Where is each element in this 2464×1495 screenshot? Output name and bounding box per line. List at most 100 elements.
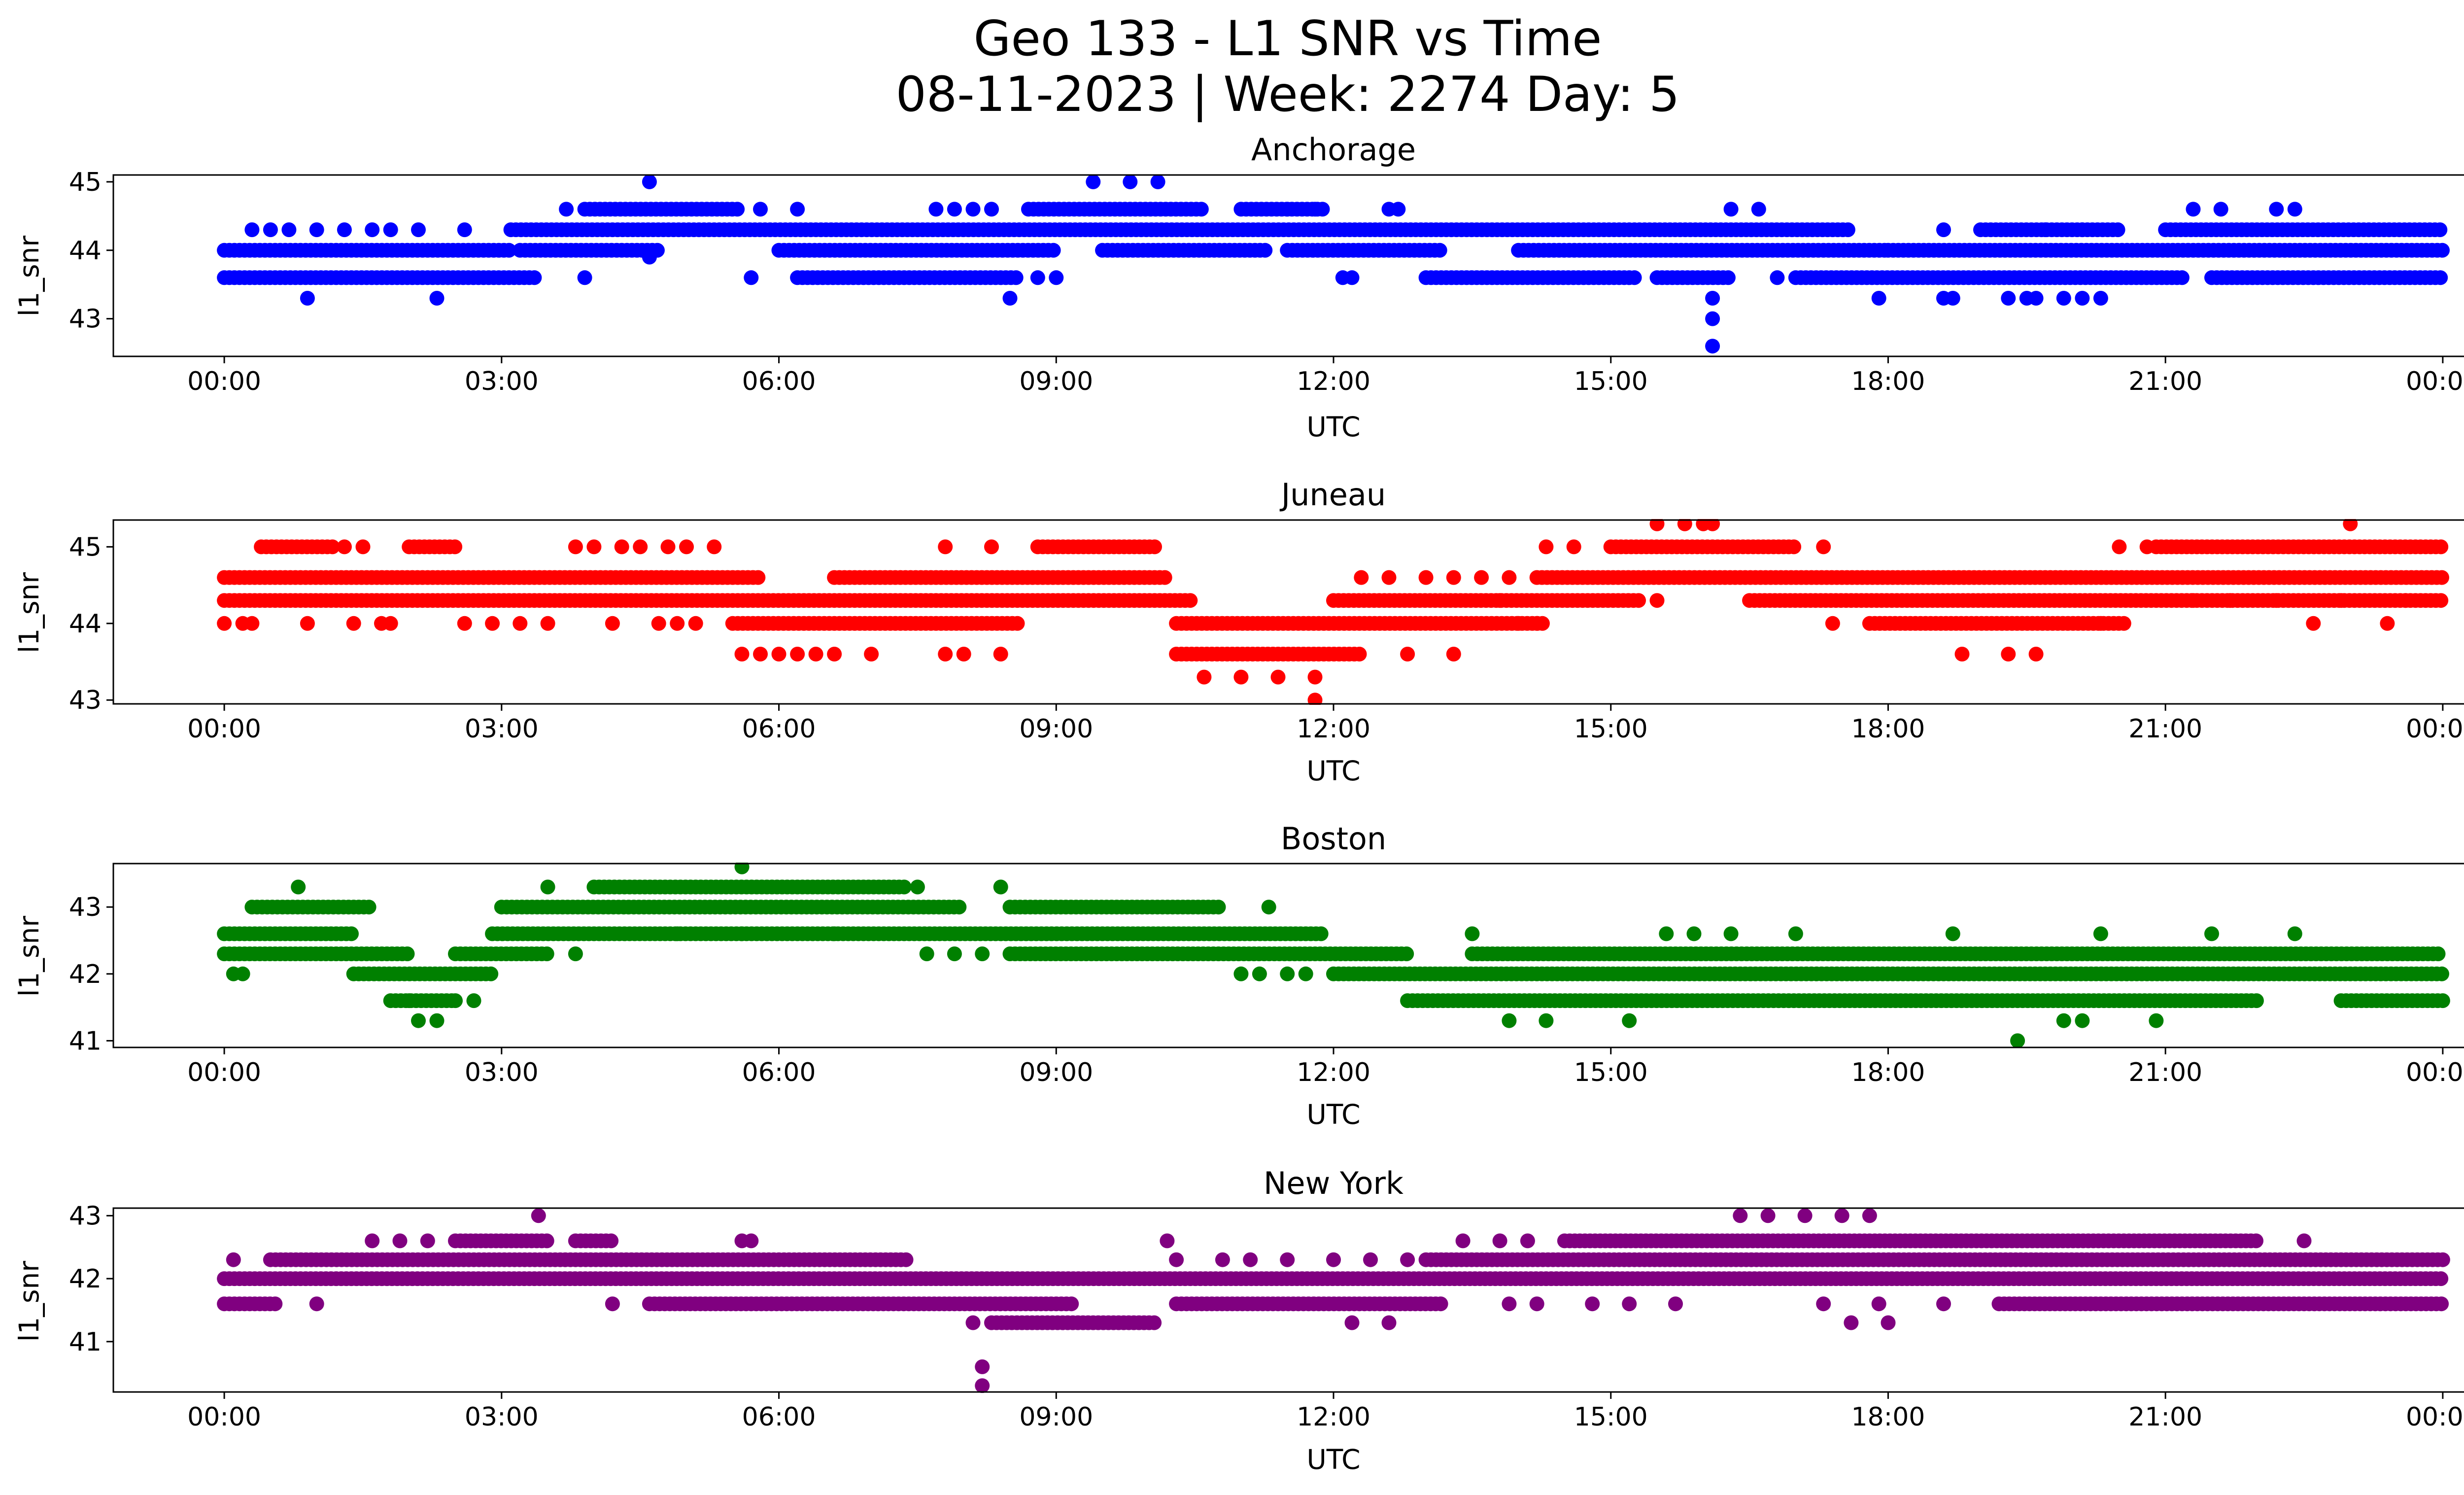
data-point	[1720, 270, 1736, 285]
data-point	[2434, 1296, 2449, 1312]
data-point	[447, 539, 463, 555]
data-point	[1157, 570, 1172, 585]
data-point	[1566, 539, 1581, 555]
x-tick-label: 12:00	[1297, 1058, 1370, 1087]
data-point	[337, 222, 352, 238]
data-point	[734, 926, 750, 941]
data-point	[1307, 202, 1323, 217]
y-tick-label: 43	[69, 1201, 102, 1231]
data-point	[1400, 647, 1415, 661]
data-point	[1631, 593, 1646, 608]
data-point	[483, 966, 499, 981]
y-axis-label: l1_snr	[13, 236, 45, 316]
data-point	[1502, 1013, 1517, 1028]
data-point	[2139, 539, 2155, 555]
y-tick-label: 42	[69, 960, 102, 989]
data-point	[2430, 946, 2446, 962]
data-point	[1381, 570, 1397, 585]
data-point	[466, 993, 481, 1008]
data-point	[2093, 616, 2108, 631]
data-point	[1400, 1252, 1415, 1267]
data-point	[975, 946, 990, 962]
x-tick-label: 06:00	[742, 1402, 816, 1432]
x-tick-label: 00:00	[187, 714, 261, 744]
data-point	[1215, 1252, 1230, 1267]
data-point	[734, 647, 750, 661]
data-point	[965, 202, 981, 217]
data-point	[300, 291, 315, 306]
data-point	[1183, 593, 1198, 608]
data-point	[1270, 669, 1286, 685]
data-point	[2435, 993, 2450, 1008]
data-point	[513, 616, 528, 631]
data-point	[300, 616, 315, 631]
y-tick-label: 44	[69, 236, 102, 266]
data-point	[827, 647, 842, 661]
data-point	[281, 222, 297, 238]
data-point	[527, 270, 542, 285]
x-tick-label: 09:00	[1019, 367, 1093, 396]
panel-juneau: Juneau UTC l1_snr 00:00 03:00 06:00 09:00 12…	[13, 477, 2464, 787]
data-point	[344, 926, 359, 941]
data-point	[975, 1378, 990, 1393]
y-tick-label: 45	[69, 168, 102, 197]
data-point	[291, 879, 306, 895]
x-tick-label: 09:00	[1019, 1058, 1093, 1087]
x-tick-label: 09:00	[1019, 1402, 1093, 1432]
data-point	[1150, 174, 1165, 189]
data-point	[309, 222, 324, 238]
data-point	[1834, 1208, 1849, 1223]
data-point	[400, 946, 415, 962]
data-point	[1446, 570, 1461, 585]
data-point	[2204, 926, 2219, 941]
data-point	[1418, 570, 1434, 585]
data-point	[1705, 519, 1720, 531]
data-point	[2249, 993, 2264, 1008]
x-tick-label: 06:00	[742, 1058, 816, 1087]
data-point	[217, 616, 232, 631]
data-point	[730, 202, 745, 217]
data-point	[751, 570, 766, 585]
y-axis-label: l1_snr	[13, 1261, 45, 1342]
data-point	[642, 249, 657, 265]
data-point	[827, 926, 842, 941]
figure-title-line1: Geo 133 - L1 SNR vs Time	[974, 11, 1602, 67]
data-point	[910, 879, 925, 895]
data-point	[734, 863, 750, 874]
data-point	[411, 1013, 426, 1028]
data-point	[2149, 1013, 2164, 1028]
data-point	[898, 1252, 914, 1267]
data-point	[429, 1013, 445, 1028]
data-point	[1252, 966, 1267, 981]
x-tick-label: 00:00	[187, 1058, 261, 1087]
x-tick-label: 03:00	[465, 1058, 539, 1087]
data-point	[1446, 647, 1461, 661]
data-point	[1030, 270, 1045, 285]
x-tick-label: 18:00	[1851, 367, 1925, 396]
data-point	[1539, 539, 1554, 555]
data-point	[1492, 1233, 1507, 1249]
data-points	[217, 519, 2449, 705]
data-point	[790, 202, 805, 217]
y-tick-label: 45	[69, 532, 102, 562]
data-point	[744, 1233, 759, 1249]
data-point	[956, 647, 971, 661]
data-point	[744, 270, 759, 285]
data-point	[457, 222, 472, 238]
x-tick-label: 00:00	[2406, 367, 2464, 396]
panel-boston: Boston UTC l1_snr 00:00 03:00 06:00 09:00 12…	[13, 821, 2464, 1130]
data-point	[1123, 174, 1138, 189]
x-tick-label: 00:00	[187, 1402, 261, 1432]
x-axis-label: UTC	[1306, 755, 1360, 787]
data-point	[1194, 202, 1209, 217]
data-point	[1086, 174, 1101, 189]
data-point	[263, 222, 278, 238]
data-point	[1840, 222, 1855, 238]
data-point	[1539, 1013, 1554, 1028]
x-tick-label: 00:00	[2406, 1402, 2464, 1432]
data-point	[1064, 1296, 1079, 1312]
data-point	[539, 1233, 554, 1249]
data-point	[2110, 222, 2125, 238]
y-tick-label: 41	[69, 1327, 102, 1357]
data-point	[226, 1252, 241, 1267]
